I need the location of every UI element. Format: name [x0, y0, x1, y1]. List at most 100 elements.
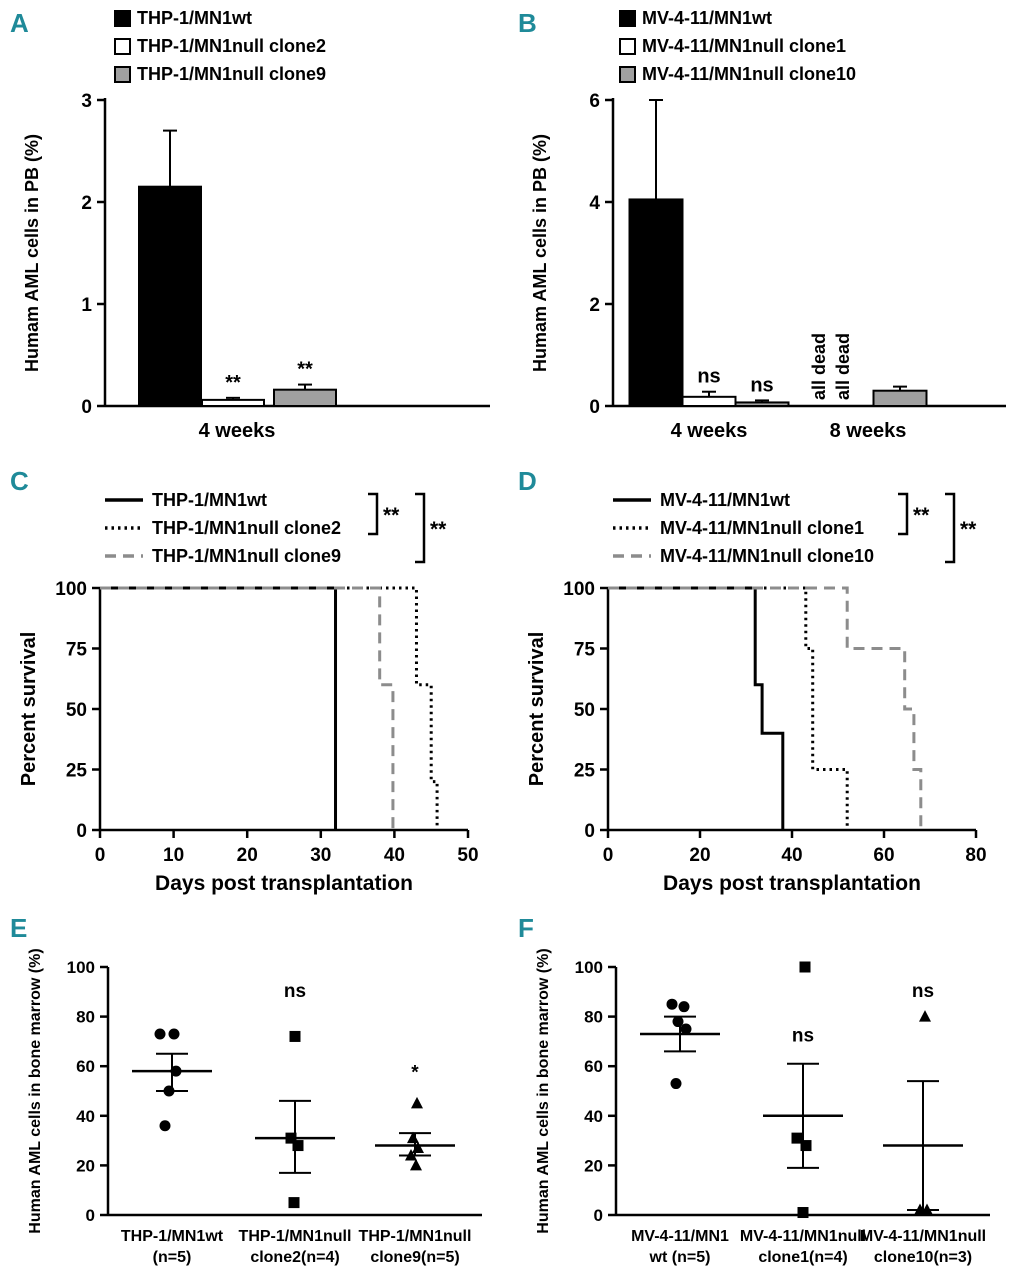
svg-text:THP-1/MN1wt: THP-1/MN1wt [137, 8, 252, 28]
panel-F: F 0 20 40 60 80 100 Human AML cells in bone ma… [508, 905, 1016, 1280]
svg-text:MV-4-11/MN1null: MV-4-11/MN1null [860, 1228, 986, 1245]
svg-text:60: 60 [584, 1057, 603, 1076]
scatter-chart-mv411-bm: 0 20 40 60 80 100 Human AML cells in bone marr… [535, 948, 990, 1266]
svg-text:THP-1/MN1wt: THP-1/MN1wt [152, 490, 267, 510]
svg-text:20: 20 [237, 845, 258, 866]
panel-letter-b: B [518, 8, 537, 38]
svg-text:10: 10 [163, 845, 184, 866]
panel-A: A THP-1/MN1wt THP-1/MN1null clone2 THP-1/M… [0, 0, 508, 458]
svg-text:MV-4-11/MN1: MV-4-11/MN1 [631, 1228, 729, 1245]
svg-text:clone2(n=4): clone2(n=4) [250, 1249, 339, 1266]
svg-text:Humam AML cells in PB (%): Humam AML cells in PB (%) [530, 134, 550, 372]
svg-text:MV-4-11/MN1wt: MV-4-11/MN1wt [660, 490, 790, 510]
svg-text:4: 4 [589, 193, 600, 214]
svg-text:MV-4-11/MN1null clone1: MV-4-11/MN1null clone1 [642, 36, 846, 56]
svg-text:1: 1 [81, 295, 92, 316]
svg-text:wt (n=5): wt (n=5) [649, 1249, 711, 1266]
svg-text:clone1(n=4): clone1(n=4) [758, 1249, 847, 1266]
svg-text:**: ** [297, 359, 313, 381]
svg-text:Percent survival: Percent survival [18, 632, 40, 787]
svg-text:ns: ns [284, 981, 306, 1002]
svg-text:all dead: all dead [833, 333, 853, 400]
svg-text:60: 60 [873, 845, 894, 866]
svg-text:MV-4-11/MN1null: MV-4-11/MN1null [740, 1228, 866, 1245]
svg-text:**: ** [430, 518, 447, 541]
svg-text:75: 75 [574, 640, 596, 661]
svg-text:80: 80 [965, 845, 986, 866]
svg-text:**: ** [225, 372, 241, 394]
svg-text:*: * [411, 1063, 419, 1084]
svg-text:25: 25 [66, 761, 88, 782]
svg-text:40: 40 [76, 1107, 95, 1126]
svg-text:0: 0 [589, 397, 600, 418]
survival-chart-thp1: THP-1/MN1wt THP-1/MN1null clone2 THP-1/MN1… [18, 490, 479, 895]
svg-text:ns: ns [912, 981, 934, 1002]
panel-letter-d: D [518, 466, 537, 496]
svg-text:THP-1/MN1wt: THP-1/MN1wt [121, 1228, 224, 1245]
svg-text:80: 80 [76, 1008, 95, 1027]
svg-text:20: 20 [689, 845, 710, 866]
svg-text:40: 40 [781, 845, 802, 866]
svg-text:4 weeks: 4 weeks [199, 420, 276, 442]
panel-C: C THP-1/MN1wt THP-1/MN1null clone2 THP-1/M… [0, 458, 508, 905]
panel-E: E 0 20 40 60 80 100 Human AML cells in bone ma… [0, 905, 508, 1280]
svg-text:8 weeks: 8 weeks [830, 420, 907, 442]
svg-text:clone10(n=3): clone10(n=3) [874, 1249, 972, 1266]
svg-text:20: 20 [584, 1156, 603, 1175]
svg-text:THP-1/MN1null clone2: THP-1/MN1null clone2 [137, 36, 326, 56]
bar-chart-thp1-pb: THP-1/MN1wt THP-1/MN1null clone2 THP-1/MN1… [22, 8, 490, 442]
svg-text:Human AML cells in bone marrow: Human AML cells in bone marrow (%) [535, 948, 552, 1233]
svg-text:100: 100 [575, 958, 603, 977]
svg-text:Humam AML cells in PB (%): Humam AML cells in PB (%) [22, 134, 42, 372]
svg-text:all dead: all dead [809, 333, 829, 400]
svg-text:20: 20 [76, 1156, 95, 1175]
svg-text:MV-4-11/MN1wt: MV-4-11/MN1wt [642, 8, 772, 28]
svg-text:4 weeks: 4 weeks [671, 420, 748, 442]
svg-text:40: 40 [584, 1107, 603, 1126]
svg-text:**: ** [913, 504, 930, 527]
svg-text:THP-1/MN1null clone2: THP-1/MN1null clone2 [152, 518, 341, 538]
scatter-chart-thp1-bm: 0 20 40 60 80 100 Human AML cells in bone marr… [27, 948, 482, 1266]
svg-text:30: 30 [310, 845, 331, 866]
svg-text:THP-1/MN1null: THP-1/MN1null [359, 1228, 472, 1245]
svg-text:100: 100 [55, 579, 87, 600]
svg-text:100: 100 [67, 958, 95, 977]
svg-text:Percent survival: Percent survival [526, 632, 548, 787]
svg-text:ns: ns [792, 1025, 814, 1046]
svg-text:0: 0 [81, 397, 92, 418]
svg-text:Days post transplantation: Days post transplantation [663, 872, 921, 895]
svg-text:MV-4-11/MN1null clone10: MV-4-11/MN1null clone10 [642, 64, 856, 84]
svg-text:2: 2 [81, 193, 92, 214]
svg-text:THP-1/MN1null: THP-1/MN1null [239, 1228, 352, 1245]
svg-text:80: 80 [584, 1008, 603, 1027]
svg-text:50: 50 [574, 700, 595, 721]
svg-text:MV-4-11/MN1null clone10: MV-4-11/MN1null clone10 [660, 546, 874, 566]
svg-text:75: 75 [66, 640, 88, 661]
svg-text:0: 0 [76, 821, 87, 842]
svg-text:0: 0 [95, 845, 106, 866]
svg-text:60: 60 [76, 1057, 95, 1076]
svg-text:0: 0 [584, 821, 595, 842]
svg-text:**: ** [960, 518, 977, 541]
svg-text:Human AML cells in bone marrow: Human AML cells in bone marrow (%) [27, 948, 44, 1233]
panel-letter-e: E [10, 913, 28, 943]
svg-text:25: 25 [574, 761, 596, 782]
svg-text:**: ** [383, 504, 400, 527]
svg-text:50: 50 [66, 700, 87, 721]
svg-text:6: 6 [589, 91, 600, 112]
svg-text:0: 0 [603, 845, 614, 866]
panel-letter-c: C [10, 466, 29, 496]
svg-text:(n=5): (n=5) [153, 1249, 192, 1266]
svg-text:MV-4-11/MN1null clone1: MV-4-11/MN1null clone1 [660, 518, 864, 538]
survival-chart-mv411: MV-4-11/MN1wt MV-4-11/MN1null clone1 MV-4-… [526, 490, 987, 895]
svg-text:2: 2 [589, 295, 600, 316]
svg-text:Days post transplantation: Days post transplantation [155, 872, 413, 895]
svg-text:0: 0 [594, 1206, 603, 1225]
panel-B: B MV-4-11/MN1wt MV-4-11/MN1null clone1 MV-… [508, 0, 1016, 458]
bar-chart-mv411-pb: MV-4-11/MN1wt MV-4-11/MN1null clone1 MV-4-… [530, 8, 1006, 442]
svg-text:3: 3 [81, 91, 92, 112]
panel-letter-a: A [10, 8, 29, 38]
svg-text:40: 40 [384, 845, 405, 866]
svg-text:50: 50 [457, 845, 478, 866]
panel-letter-f: F [518, 913, 534, 943]
